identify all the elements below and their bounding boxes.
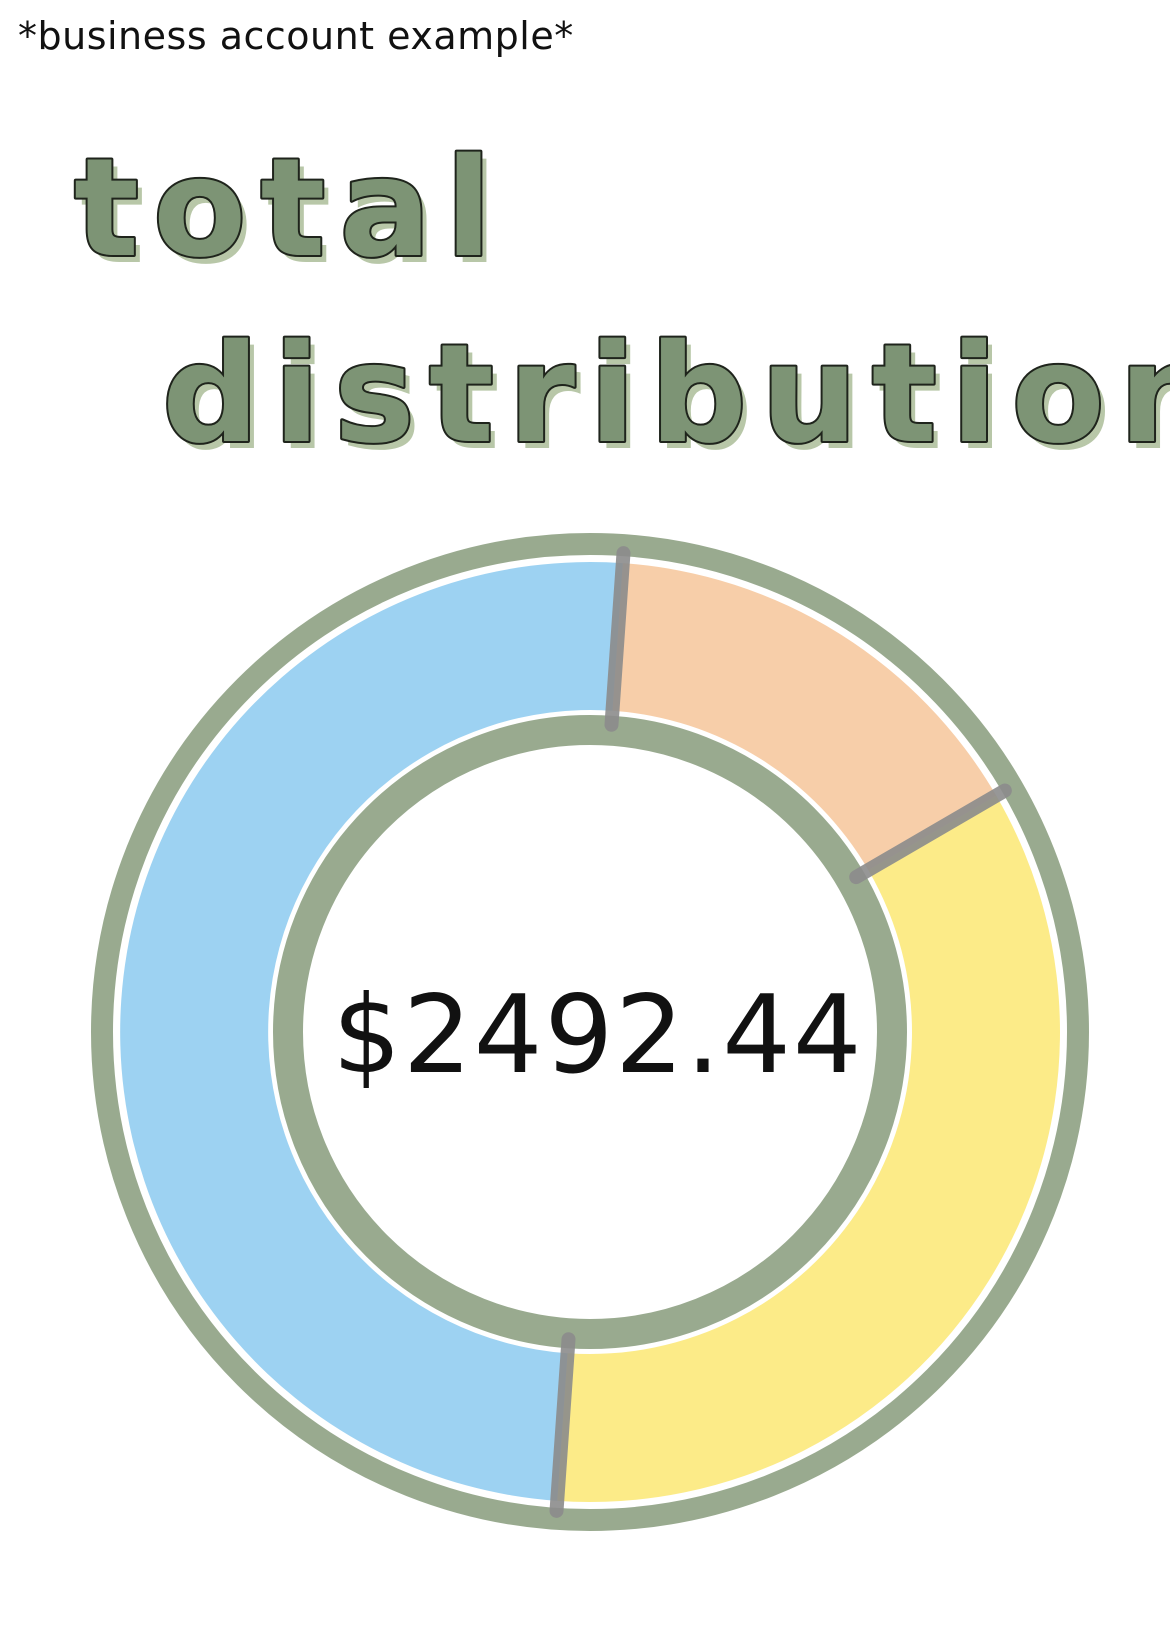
donut-slice-1 xyxy=(612,563,997,871)
donut-outer-ring xyxy=(91,533,1089,1531)
slice-dividers xyxy=(549,546,1012,1518)
slice-divider-3 xyxy=(549,1332,576,1518)
title-line-2-shadow: distribution xyxy=(168,323,1170,481)
donut-center-total: $2492.44 xyxy=(332,973,863,1098)
donut-slices xyxy=(120,562,1060,1502)
chart-title: total distribution total distribution xyxy=(72,128,1170,481)
donut-slice-2 xyxy=(557,795,1060,1502)
title-line-1: total xyxy=(74,130,506,288)
donut-slice-3 xyxy=(120,562,623,1501)
slice-divider-1 xyxy=(604,546,631,732)
title-line-1-shadow: total xyxy=(80,137,512,295)
title-line-2: distribution xyxy=(162,316,1170,474)
example-note: *business account example* xyxy=(18,14,574,58)
donut-inner-ring xyxy=(273,715,907,1349)
slice-divider-2 xyxy=(849,783,1012,885)
